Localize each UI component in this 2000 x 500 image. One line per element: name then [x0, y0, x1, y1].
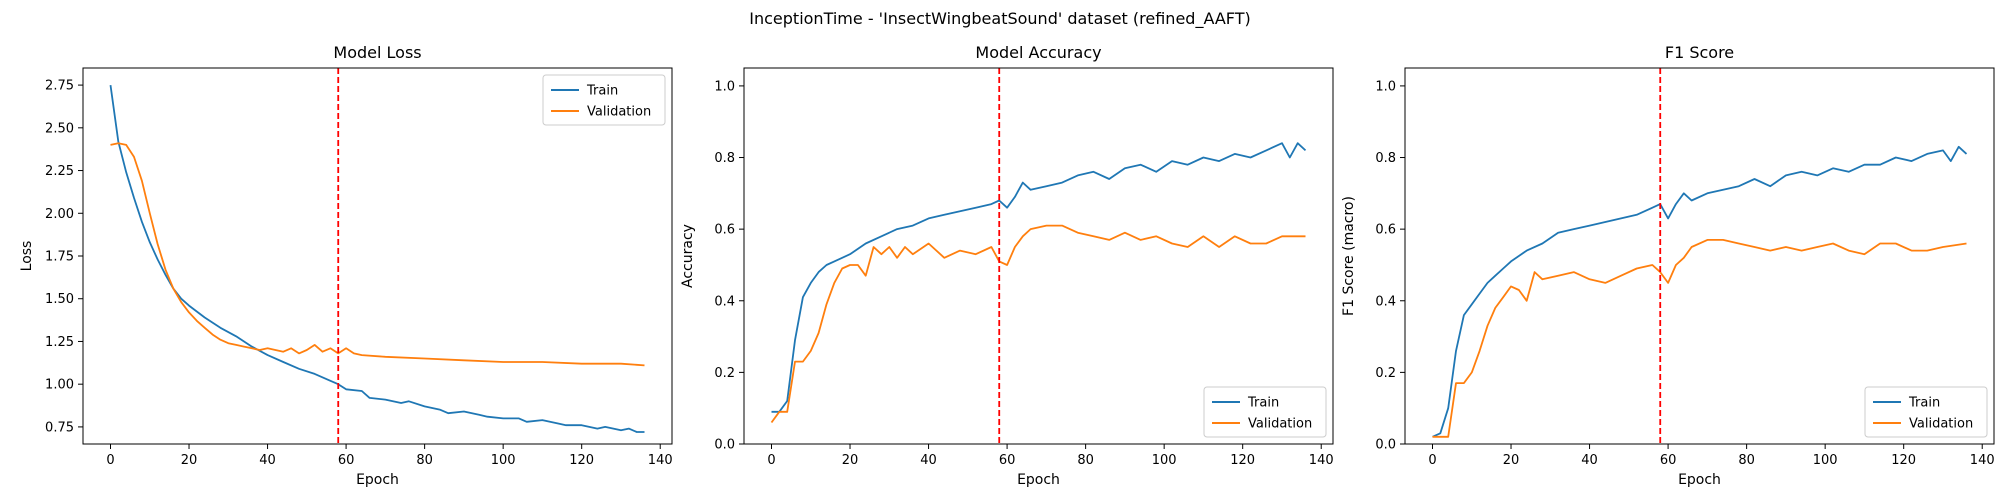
x-tick-label: 40: [920, 453, 937, 468]
y-tick-label: 1.0: [1375, 79, 1396, 94]
x-tick-label: 0: [1428, 453, 1436, 468]
legend-box: [1864, 386, 1988, 438]
legend-label-train: Train: [586, 84, 618, 99]
x-tick-label: 80: [1738, 453, 1755, 468]
axes-frame: [743, 67, 1334, 445]
legend: Train Validation: [542, 74, 666, 126]
x-tick-label: 60: [338, 453, 355, 468]
y-tick-label: 0.0: [714, 438, 735, 453]
series-line-validation: [770, 224, 1306, 424]
y-tick-label: 1.00: [45, 378, 74, 393]
legend-box: [542, 74, 666, 126]
subplot-1: Model Loss 0 20 40 60 80 100 120 140 0.75 1.00 1.25…: [19, 43, 673, 488]
x-tick-label: 140: [648, 453, 673, 468]
y-tick-label: 0.75: [45, 420, 74, 435]
legend-label-validation: Validation: [587, 105, 651, 120]
legend: Train Validation: [1864, 386, 1988, 438]
series-line-train: [109, 84, 645, 433]
y-axis-label: F1 Score (macro): [1341, 196, 1357, 316]
x-tick-label: 60: [1660, 453, 1677, 468]
x-tick-label: 0: [106, 453, 114, 468]
series-line-train: [771, 142, 1307, 413]
y-tick-label: 2.00: [45, 207, 74, 222]
legend-label-train: Train: [1247, 396, 1279, 411]
legend-label-validation: Validation: [1909, 417, 1973, 432]
x-tick-label: 100: [1152, 453, 1177, 468]
y-tick-label: 2.50: [45, 121, 74, 136]
x-tick-label: 140: [1970, 453, 1995, 468]
y-tick-label: 1.50: [45, 292, 74, 307]
legend-box: [1203, 386, 1327, 438]
x-tick-label: 40: [259, 453, 276, 468]
y-tick-label: 2.75: [45, 79, 74, 94]
plot-area: [770, 68, 1307, 444]
x-tick-label: 40: [1581, 453, 1598, 468]
x-tick-label: 120: [569, 453, 594, 468]
subplot-3: F1 Score 0 20 40 60 80 100 120 140 0.0 0.2 0.4 0.6 0.…: [1341, 43, 1995, 488]
plot-area: [109, 68, 645, 444]
subplot-2: Model Accuracy 0 20 40 60 80 100 120 140 0.0 0.2 0.…: [680, 43, 1334, 488]
x-tick-label: 100: [1813, 453, 1838, 468]
subplot-title: F1 Score: [1665, 43, 1734, 62]
y-tick-label: 1.75: [45, 250, 74, 265]
legend-label-train: Train: [1908, 396, 1940, 411]
x-tick-label: 60: [999, 453, 1016, 468]
legend: Train Validation: [1203, 386, 1327, 438]
y-tick-label: 0.8: [1375, 151, 1396, 166]
x-tick-label: 80: [1077, 453, 1094, 468]
x-tick-label: 100: [491, 453, 516, 468]
y-tick-label: 0.6: [714, 223, 735, 238]
subplot-title: Model Loss: [333, 43, 421, 62]
x-axis-label: Epoch: [356, 472, 399, 488]
x-tick-label: 20: [181, 453, 198, 468]
y-tick-label: 0.2: [1375, 366, 1396, 381]
plot-area: [1432, 68, 1968, 444]
y-axis-label: Loss: [19, 241, 35, 272]
axes-frame: [82, 67, 673, 445]
y-tick-label: 0.0: [1375, 438, 1396, 453]
figure-suptitle: InceptionTime - 'InsectWingbeatSound' da…: [749, 9, 1250, 29]
y-tick-label: 0.2: [714, 366, 735, 381]
subplot-title: Model Accuracy: [975, 43, 1101, 62]
axes-frame: [1404, 67, 1995, 445]
x-tick-label: 80: [416, 453, 433, 468]
y-tick-label: 0.4: [1375, 294, 1396, 309]
x-axis-label: Epoch: [1678, 472, 1721, 488]
x-tick-label: 20: [842, 453, 859, 468]
y-tick-label: 0.8: [714, 151, 735, 166]
series-line-validation: [110, 142, 645, 367]
x-tick-label: 0: [767, 453, 775, 468]
x-axis-label: Epoch: [1017, 472, 1060, 488]
y-tick-label: 2.25: [45, 164, 74, 179]
x-tick-label: 120: [1891, 453, 1916, 468]
y-tick-label: 1.0: [714, 79, 735, 94]
legend-label-validation: Validation: [1248, 417, 1312, 432]
series-line-train: [1432, 145, 1968, 438]
series-line-validation: [1432, 238, 1967, 438]
x-tick-label: 140: [1309, 453, 1334, 468]
y-tick-label: 0.6: [1375, 223, 1396, 238]
y-tick-label: 0.4: [714, 294, 735, 309]
x-tick-label: 120: [1230, 453, 1255, 468]
y-axis-label: Accuracy: [680, 224, 696, 288]
y-tick-label: 1.25: [45, 335, 74, 350]
x-tick-label: 20: [1503, 453, 1520, 468]
